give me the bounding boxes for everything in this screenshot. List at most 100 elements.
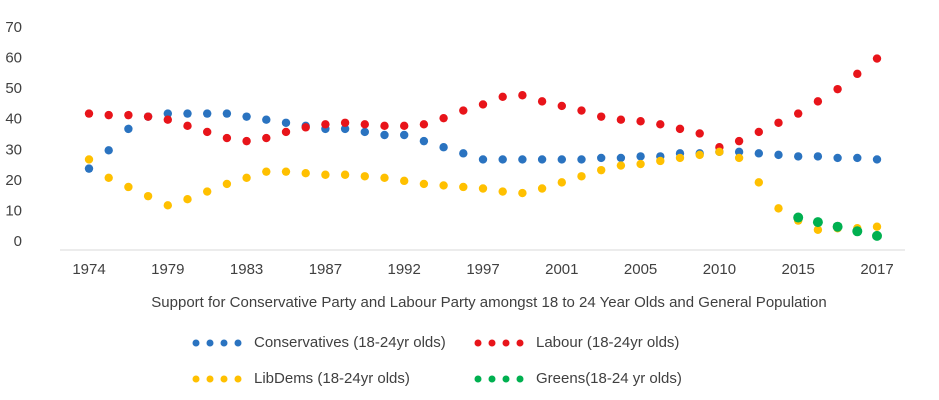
data-dot — [104, 110, 113, 120]
legend-label: Conservatives (18-24yr olds) — [254, 334, 446, 351]
data-dot — [163, 115, 172, 124]
data-dot — [242, 136, 251, 146]
data-dot — [498, 155, 507, 164]
x-tick-label: 1974 — [72, 261, 105, 278]
y-tick-label: 50 — [5, 80, 22, 97]
data-dot — [321, 120, 330, 129]
data-dot — [360, 120, 369, 129]
data-dot — [872, 230, 882, 241]
data-dot — [360, 172, 369, 181]
data-dot — [84, 109, 94, 118]
data-dot — [380, 121, 389, 131]
data-dot — [675, 124, 685, 134]
data-dot — [400, 130, 409, 140]
data-dot — [636, 159, 645, 169]
data-dot — [537, 155, 547, 164]
data-dot — [459, 149, 468, 158]
data-dot — [577, 106, 586, 115]
data-dot — [557, 101, 566, 111]
data-dot — [774, 204, 783, 213]
data-dot — [833, 84, 842, 94]
data-dot — [577, 155, 586, 164]
data-dot — [695, 129, 704, 138]
data-dot — [400, 121, 409, 131]
data-dot — [734, 147, 744, 157]
legend-label: Labour (18-24yr olds) — [536, 334, 679, 351]
data-dot — [754, 149, 763, 158]
data-dot — [734, 136, 744, 146]
data-dot — [203, 127, 212, 137]
legend-marker — [234, 339, 242, 347]
data-dot — [281, 167, 291, 176]
data-dot — [143, 191, 153, 201]
data-dot — [794, 152, 803, 161]
data-dot — [872, 155, 882, 164]
data-dot — [439, 113, 448, 123]
data-dot — [793, 212, 804, 223]
legend-marker — [516, 339, 524, 347]
y-tick-label: 20 — [5, 172, 22, 189]
data-dot — [242, 112, 251, 121]
data-dot — [754, 127, 763, 137]
data-dot — [616, 115, 626, 124]
data-dot — [872, 222, 882, 231]
x-tick-label: 1979 — [151, 261, 184, 278]
data-dot — [301, 169, 310, 178]
x-tick-label: 1992 — [388, 261, 421, 278]
data-dot — [203, 187, 212, 196]
data-dot — [852, 226, 863, 237]
x-axis-title: Support for Conservative Party and Labou… — [151, 294, 826, 311]
data-dot — [183, 195, 192, 204]
data-dot — [715, 147, 724, 157]
data-dot — [754, 178, 763, 187]
x-tick-label: 2001 — [545, 261, 578, 278]
data-dot — [734, 153, 744, 163]
data-dot — [183, 121, 192, 131]
data-dot — [281, 127, 291, 137]
y-tick-label: 40 — [5, 111, 22, 128]
data-dot — [124, 124, 133, 134]
y-tick-label: 30 — [5, 141, 22, 158]
data-dot — [557, 155, 566, 164]
data-dot — [813, 152, 823, 161]
legend-label: LibDems (18-24yr olds) — [254, 370, 410, 387]
data-dot — [537, 184, 547, 193]
data-dot — [84, 155, 94, 164]
data-dot — [104, 173, 113, 182]
data-dot — [872, 54, 882, 63]
data-dot — [242, 173, 251, 182]
x-tick-label: 2005 — [624, 261, 657, 278]
data-dot — [380, 130, 389, 140]
x-tick-label: 1987 — [309, 261, 342, 278]
data-dot — [557, 178, 566, 187]
data-dot — [281, 118, 291, 127]
x-tick-label: 2017 — [860, 261, 893, 278]
data-dot — [124, 182, 133, 192]
legend-marker — [192, 339, 200, 347]
legend-marker — [206, 375, 214, 383]
x-tick-label: 1997 — [466, 261, 499, 278]
data-dot — [695, 150, 704, 160]
data-dot — [380, 173, 389, 182]
legend-marker — [192, 375, 200, 383]
y-tick-label: 0 — [14, 233, 22, 250]
data-dot — [262, 167, 271, 176]
data-dot — [222, 133, 232, 143]
y-tick-label: 10 — [5, 202, 22, 219]
data-dot — [577, 172, 586, 181]
data-dot — [262, 133, 271, 143]
data-dot — [478, 184, 488, 193]
data-dot — [340, 170, 350, 179]
legend-marker — [516, 375, 524, 383]
data-dot — [656, 120, 665, 129]
legend-marker — [502, 339, 510, 347]
data-dot — [183, 109, 192, 118]
data-dot — [518, 155, 527, 164]
data-dot — [616, 153, 626, 163]
legend-marker — [488, 339, 496, 347]
data-dot — [439, 181, 448, 190]
data-dot — [794, 109, 803, 118]
data-dot — [832, 221, 843, 232]
data-dot — [419, 179, 429, 189]
data-dot — [84, 164, 94, 173]
